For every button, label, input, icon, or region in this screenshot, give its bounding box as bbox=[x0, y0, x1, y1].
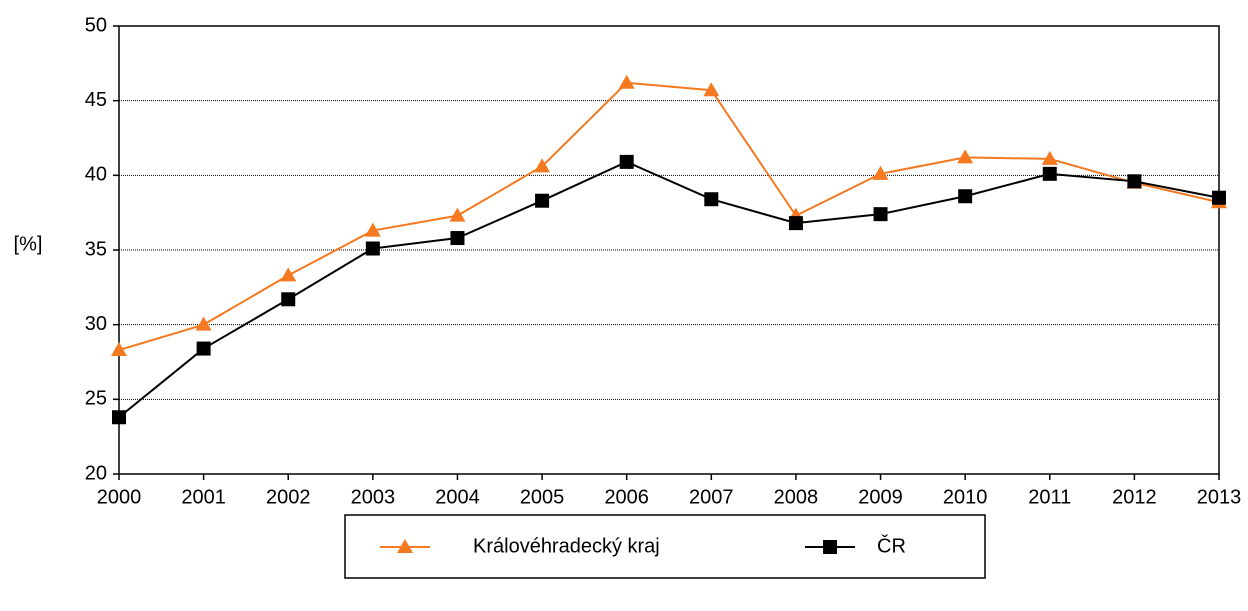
data-point bbox=[957, 149, 974, 164]
data-point bbox=[1127, 174, 1142, 189]
data-point bbox=[534, 158, 551, 173]
x-tick-label: 2005 bbox=[520, 486, 565, 508]
data-point bbox=[873, 207, 888, 222]
data-point bbox=[872, 165, 889, 180]
y-tick-label: 30 bbox=[85, 313, 107, 335]
x-tick-label: 2004 bbox=[435, 486, 480, 508]
x-tick-label: 2006 bbox=[604, 486, 649, 508]
legend-marker bbox=[397, 539, 413, 553]
data-point bbox=[703, 82, 720, 97]
x-tick-label: 2009 bbox=[858, 486, 903, 508]
legend-label: Královéhradecký kraj bbox=[473, 535, 660, 557]
data-point bbox=[196, 341, 211, 356]
y-tick-label: 50 bbox=[85, 14, 107, 36]
y-tick-label: 25 bbox=[85, 388, 107, 410]
data-point bbox=[195, 316, 212, 331]
x-tick-label: 2001 bbox=[181, 486, 226, 508]
data-point bbox=[281, 292, 296, 307]
y-axis-label: [%] bbox=[14, 233, 43, 255]
y-tick-label: 40 bbox=[85, 164, 107, 186]
x-tick-label: 2010 bbox=[943, 486, 988, 508]
x-tick-label: 2008 bbox=[774, 486, 819, 508]
x-tick-label: 2003 bbox=[351, 486, 396, 508]
x-tick-label: 2007 bbox=[689, 486, 734, 508]
data-point bbox=[535, 193, 550, 208]
data-point bbox=[1041, 150, 1058, 165]
data-point bbox=[280, 267, 297, 282]
series-line bbox=[118, 160, 1220, 419]
data-point bbox=[958, 189, 973, 204]
x-tick-label: 2002 bbox=[266, 486, 311, 508]
legend-label: ČR bbox=[877, 534, 906, 557]
x-tick-label: 2012 bbox=[1112, 486, 1157, 508]
y-tick-label: 45 bbox=[85, 89, 107, 111]
data-point bbox=[364, 222, 381, 237]
legend-box bbox=[344, 514, 986, 579]
series-line bbox=[118, 81, 1220, 352]
x-tick-label: 2000 bbox=[97, 486, 142, 508]
data-point bbox=[449, 207, 466, 222]
x-tick-label: 2013 bbox=[1197, 486, 1242, 508]
data-point bbox=[111, 342, 127, 357]
data-point bbox=[112, 410, 126, 425]
x-tick-label: 2011 bbox=[1028, 486, 1071, 508]
data-point bbox=[450, 231, 465, 246]
data-point bbox=[365, 241, 380, 256]
data-point bbox=[619, 154, 634, 169]
data-point bbox=[1042, 166, 1057, 181]
data-point bbox=[618, 74, 635, 89]
data-point bbox=[704, 192, 719, 207]
y-tick-label: 35 bbox=[85, 238, 107, 260]
data-point bbox=[1212, 190, 1226, 205]
legend-marker bbox=[823, 540, 837, 554]
y-tick-label: 20 bbox=[85, 462, 107, 484]
data-point bbox=[788, 216, 803, 231]
